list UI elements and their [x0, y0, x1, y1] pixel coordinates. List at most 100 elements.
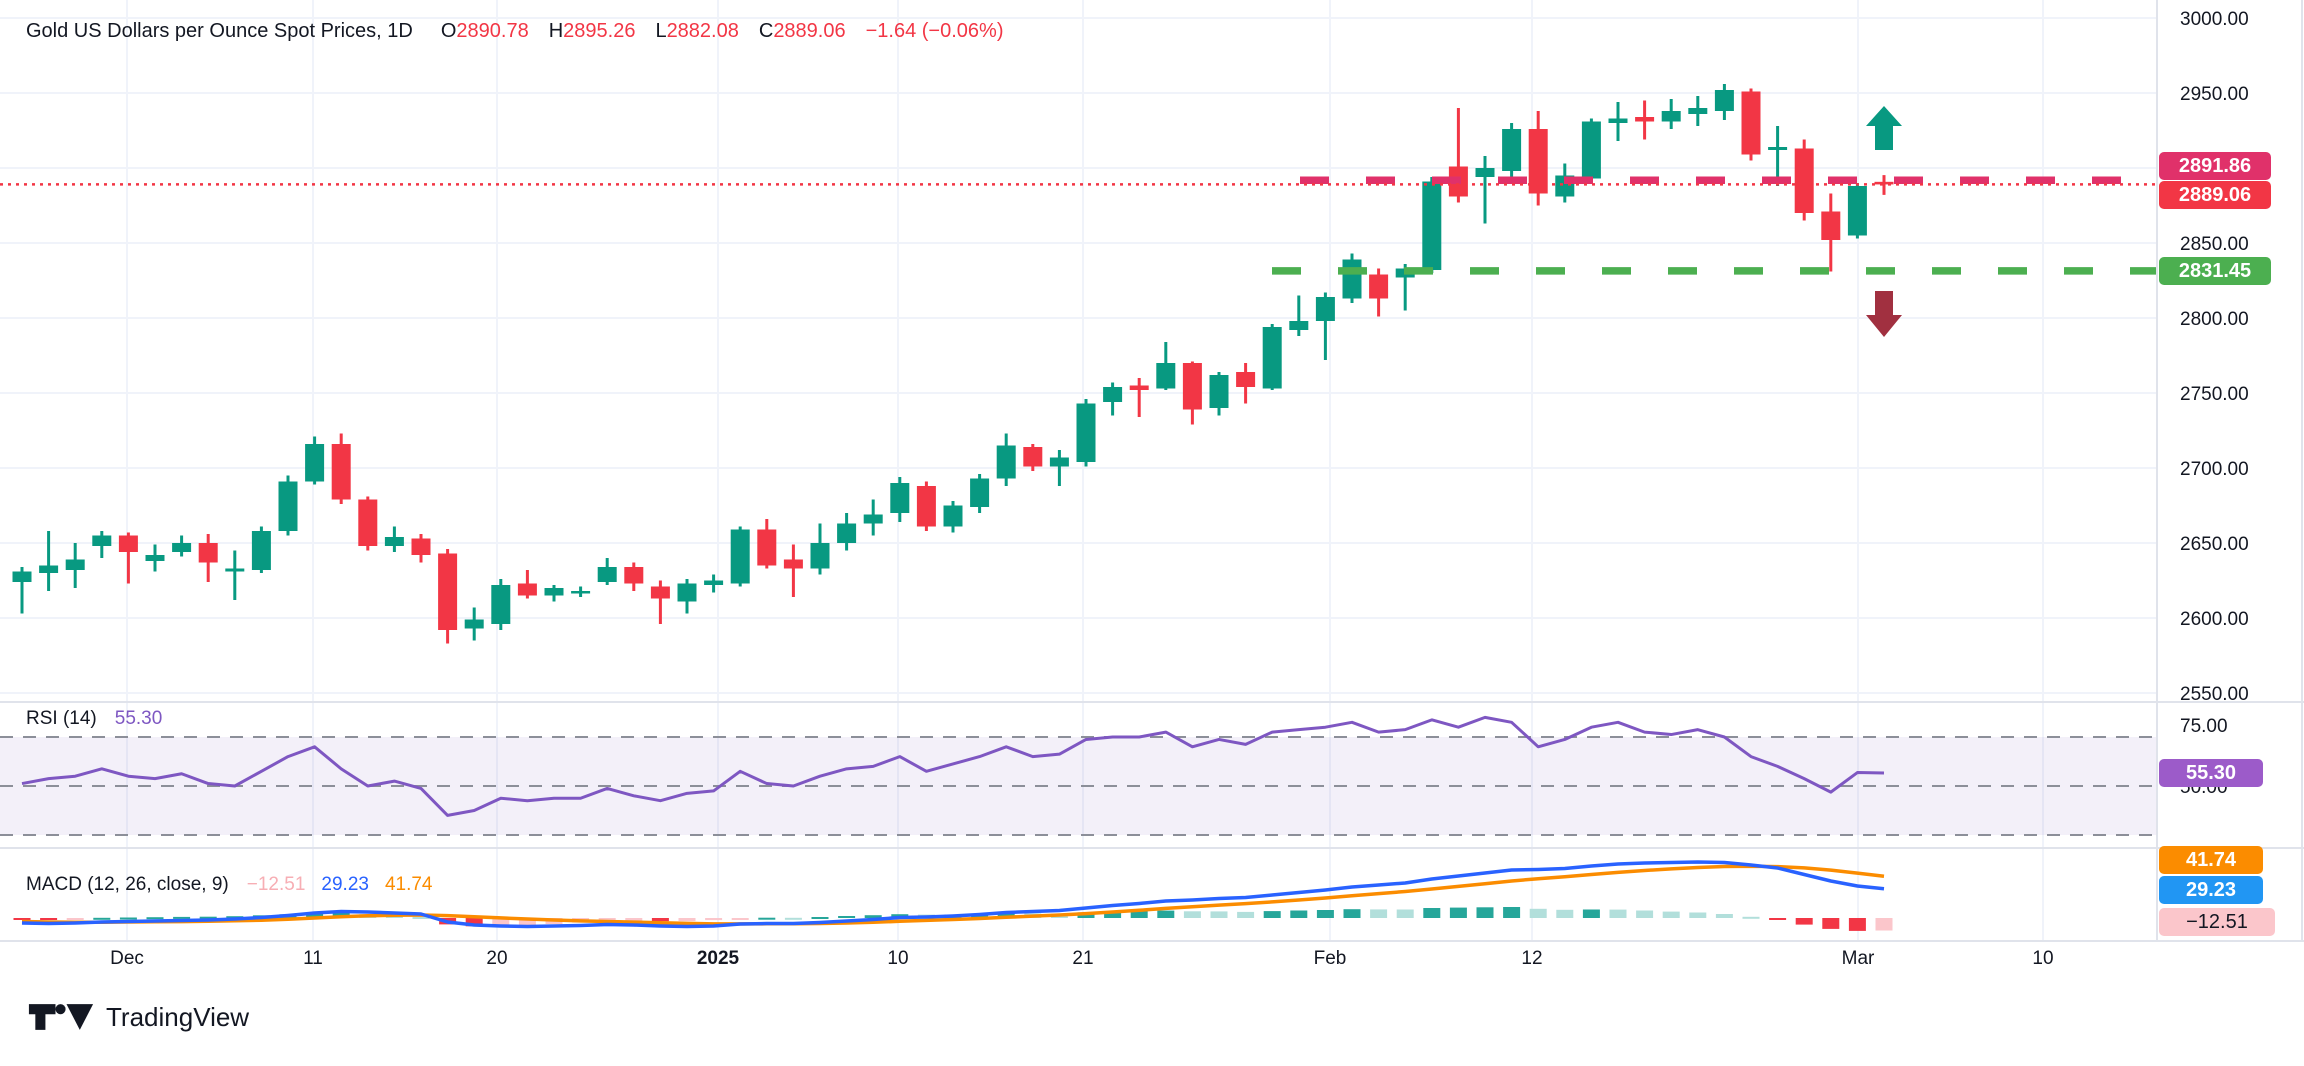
macd-histogram-bar	[1529, 908, 1547, 918]
candle-body	[118, 535, 138, 552]
chart-canvas[interactable]: 3000.00 2950.00 2850.00 2800.00 2750.00 2700.…	[0, 0, 2304, 985]
candle-body	[39, 565, 59, 573]
candle-body	[1528, 129, 1548, 194]
candle-body	[305, 444, 325, 482]
macd-histogram-bar	[1689, 912, 1707, 918]
candle-body	[837, 523, 857, 543]
candle-body	[225, 568, 245, 572]
candle-body	[730, 529, 750, 584]
candle-body	[145, 555, 165, 561]
macd-histogram-bar	[1662, 911, 1680, 918]
candle-body	[384, 537, 404, 546]
candle-body	[1475, 168, 1495, 177]
candle-body	[1794, 148, 1814, 213]
candle-body	[517, 583, 537, 596]
macd-histogram-bar	[705, 918, 723, 921]
candle-body	[1661, 111, 1681, 122]
macd-histogram-bar	[465, 918, 483, 927]
candle-body	[1103, 387, 1123, 402]
price-tick-label: 2850.00	[2180, 234, 2249, 255]
candle-body	[1076, 403, 1096, 462]
high-label: H	[548, 20, 564, 42]
macd-histogram-bar	[1449, 907, 1467, 918]
candle-body	[1236, 372, 1256, 387]
candle-body	[198, 543, 218, 563]
candle-body	[464, 619, 484, 629]
candle-body	[1369, 274, 1389, 299]
candle-body	[1262, 327, 1282, 389]
candle-body	[1741, 91, 1761, 155]
candle-body	[251, 531, 271, 570]
macd-histogram-bar	[40, 918, 58, 920]
candle-body	[1502, 129, 1522, 171]
price-tick-label: 3000.00	[2180, 9, 2249, 30]
candle-body	[12, 571, 32, 582]
macd-histogram-bar	[119, 917, 137, 920]
high-value: 2895.26	[563, 20, 636, 42]
macd-histogram-bar	[1875, 918, 1893, 931]
macd-histogram-bar	[811, 917, 829, 919]
price-tick-label: 2800.00	[2180, 309, 2249, 330]
symbol-status-line: Gold US Dollars per Ounce Spot Prices, 1…	[26, 20, 1003, 43]
macd-histogram-bar	[412, 917, 430, 919]
candle-body	[650, 586, 670, 599]
candle-body	[411, 538, 431, 555]
macd-histogram-bar	[1795, 918, 1813, 925]
macd-histogram-bar	[1742, 916, 1760, 919]
candle-body	[1821, 211, 1841, 240]
macd-histogram-bar	[1715, 914, 1733, 918]
macd-line	[21, 860, 1885, 929]
macd-histogram-bar	[1210, 911, 1228, 918]
macd-histogram-bar	[598, 918, 616, 921]
candle-body	[1422, 181, 1442, 270]
price-tick-label: 2750.00	[2180, 384, 2249, 405]
candle-body	[1156, 363, 1176, 389]
candle-body	[92, 535, 112, 546]
candle-body	[1581, 121, 1601, 179]
price-tick-label: 2600.00	[2180, 609, 2249, 630]
macd-histogram-bar	[784, 917, 802, 920]
close-value: 2889.06	[773, 20, 846, 42]
macd-histogram-bar	[226, 916, 244, 919]
time-tick-label: Mar	[1842, 948, 1875, 969]
macd-histogram-bar	[678, 918, 696, 922]
macd-histogram-bar	[1290, 910, 1308, 918]
low-label: L	[655, 20, 667, 42]
candle-body	[1688, 108, 1708, 114]
candle-body	[1182, 363, 1202, 410]
tradingview-logo[interactable]: TradingView	[28, 1000, 249, 1034]
macd-hist-value: −12.51	[246, 874, 306, 895]
macd-histogram-bar	[306, 913, 324, 918]
price-axis[interactable]	[2157, 0, 2304, 941]
candle-body	[624, 567, 644, 584]
time-tick-label: 11	[303, 948, 323, 969]
candle-body	[757, 529, 777, 566]
macd-histogram-bar	[1263, 911, 1281, 918]
time-tick-label: 21	[1072, 948, 1093, 969]
macd-line-badge: 29.23	[2159, 876, 2263, 904]
candle-body	[1289, 321, 1309, 330]
time-axis[interactable]	[0, 941, 2304, 985]
tradingview-logo-icon	[28, 1004, 94, 1030]
arrow-down-marker	[1866, 291, 1902, 337]
macd-signal-value: 41.74	[384, 874, 433, 895]
rsi-value-badge: 55.30	[2159, 759, 2263, 787]
symbol-title: Gold US Dollars per Ounce Spot Prices, 1…	[26, 20, 413, 42]
ohlc-high: H2895.26	[549, 20, 636, 43]
macd-label: MACD (12, 26, close, 9)	[26, 874, 229, 895]
macd-histogram-bar	[1423, 908, 1441, 918]
change-value: −1.64 (−0.06%)	[865, 20, 1004, 42]
macd-histogram-bar	[1183, 911, 1201, 918]
price-tick-label: 2650.00	[2180, 534, 2249, 555]
candle-body	[278, 481, 298, 531]
candle-body	[970, 478, 990, 507]
macd-histogram-bar	[1769, 918, 1787, 920]
rsi-line	[21, 715, 1885, 817]
macd-histogram-bar	[1848, 918, 1866, 931]
candle-body	[996, 445, 1016, 479]
rsi-label: RSI (14)	[26, 708, 97, 729]
price-tick-label: 2950.00	[2180, 84, 2249, 105]
macd-histogram-bar	[1370, 909, 1388, 918]
candle-body	[863, 514, 883, 524]
